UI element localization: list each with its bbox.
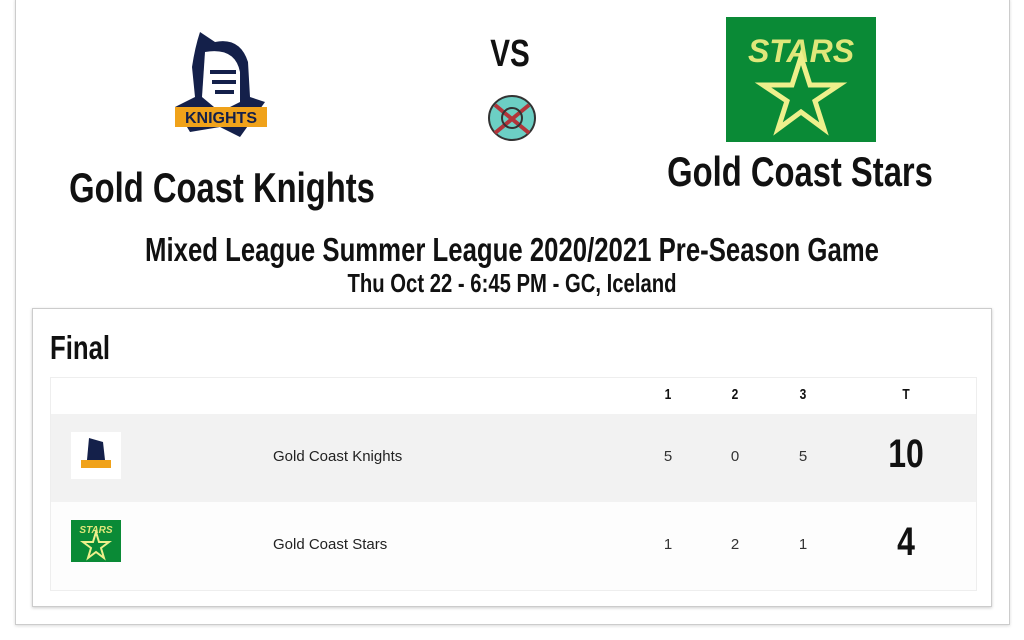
svg-text:KNIGHTS: KNIGHTS — [185, 110, 257, 127]
header-period-2: 2 — [731, 386, 739, 403]
table-row: Gold Coast Knights 5 0 5 10 — [51, 414, 976, 502]
home-team-title: Gold Coast Knights — [69, 164, 375, 211]
header-period-3: 3 — [799, 386, 807, 403]
knights-small-logo — [71, 432, 121, 479]
period-score: 1 — [663, 536, 673, 553]
total-score: 10 — [888, 432, 924, 476]
game-info: Thu Oct 22 - 6:45 PM - GC, Iceland — [347, 268, 677, 298]
table-row: STARS Gold Coast Stars 1 2 1 4 — [51, 502, 976, 590]
vs-label: VS — [490, 33, 530, 75]
game-title: Mixed League Summer League 2020/2021 Pre… — [145, 231, 879, 268]
box-score-table: 1 2 3 T Gold Coast Knights 5 0 5 10 STAR… — [50, 377, 977, 591]
period-score: 2 — [730, 536, 740, 553]
team-name: Gold Coast Stars — [273, 536, 388, 553]
stars-small-logo: STARS — [71, 520, 121, 562]
box-score-card: Final 1 2 3 T Gold Coast Knights 5 0 5 1… — [32, 308, 992, 607]
header-period-1: 1 — [664, 386, 672, 403]
team-name: Gold Coast Knights — [273, 448, 403, 465]
total-score: 4 — [897, 520, 915, 564]
away-team-title: Gold Coast Stars — [667, 148, 933, 195]
knights-logo: KNIGHTS — [175, 32, 267, 137]
header-total: T — [902, 386, 910, 403]
league-logo — [488, 95, 536, 141]
table-header: 1 2 3 T — [51, 378, 976, 414]
period-score: 0 — [730, 448, 740, 465]
period-score: 5 — [798, 448, 808, 465]
period-score: 5 — [663, 448, 673, 465]
stars-logo: STARS — [726, 17, 876, 142]
game-status: Final — [50, 329, 111, 366]
period-score: 1 — [798, 536, 808, 553]
